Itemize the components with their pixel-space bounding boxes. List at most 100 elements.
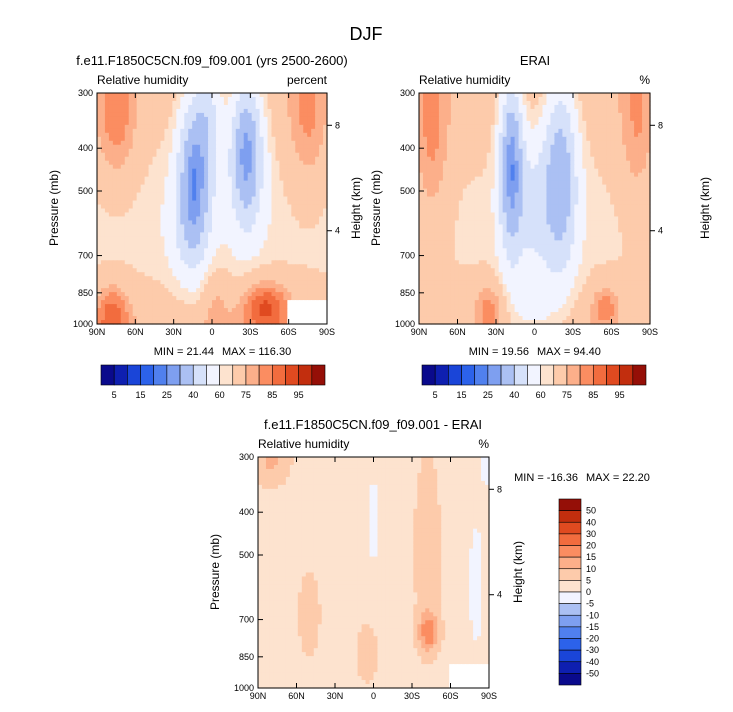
heatmap-cell bbox=[498, 188, 504, 194]
heatmap-cell bbox=[291, 296, 296, 301]
heatmap-cell bbox=[319, 172, 324, 178]
heatmap-cell bbox=[243, 144, 249, 150]
heatmap-cell bbox=[140, 180, 146, 186]
heatmap-cell bbox=[231, 216, 237, 222]
heatmap-cell bbox=[438, 140, 444, 146]
heatmap-cell bbox=[311, 152, 316, 158]
heatmap-cell bbox=[208, 196, 213, 202]
heatmap-cell bbox=[602, 120, 607, 126]
heatmap-cell bbox=[295, 228, 300, 233]
heatmap-cell bbox=[200, 312, 205, 317]
heatmap-cell bbox=[97, 248, 102, 253]
heatmap-cell bbox=[622, 172, 627, 178]
heatmap-cell bbox=[172, 216, 177, 222]
heatmap-cell bbox=[215, 252, 221, 257]
heatmap-cell bbox=[582, 128, 587, 134]
heatmap-cell bbox=[235, 300, 241, 305]
heatmap-cell bbox=[263, 104, 269, 110]
heatmap-cell bbox=[263, 244, 269, 249]
heatmap-cell bbox=[215, 224, 221, 230]
heatmap-cell bbox=[419, 172, 424, 178]
heatmap-cell bbox=[486, 136, 492, 142]
heatmap-cell bbox=[546, 140, 552, 146]
heatmap-cell bbox=[243, 136, 249, 142]
heatmap-cell bbox=[590, 100, 595, 106]
heatmap-cell bbox=[566, 144, 571, 150]
heatmap-cell bbox=[598, 144, 603, 150]
heatmap-cell bbox=[215, 300, 221, 305]
heatmap-cell bbox=[180, 272, 185, 277]
heatmap-cell bbox=[156, 320, 162, 325]
heatmap-cell bbox=[478, 160, 484, 166]
heatmap-cell bbox=[319, 260, 324, 265]
heatmap-cell bbox=[104, 276, 110, 281]
heatmap-cell bbox=[164, 300, 169, 305]
heatmap-cell bbox=[160, 320, 166, 325]
heatmap-cell bbox=[307, 164, 312, 170]
heatmap-cell bbox=[180, 212, 185, 218]
heatmap-cell bbox=[446, 144, 452, 150]
heatmap-cell bbox=[638, 144, 643, 150]
heatmap-cell bbox=[188, 204, 193, 210]
heatmap-cell bbox=[299, 128, 304, 134]
heatmap-cell bbox=[196, 236, 201, 241]
heatmap-cell bbox=[116, 160, 122, 166]
heatmap-cell bbox=[219, 112, 225, 118]
heatmap-cell bbox=[255, 152, 261, 158]
heatmap-cell bbox=[192, 144, 197, 150]
heatmap-cell bbox=[243, 160, 249, 166]
heatmap-cell bbox=[419, 196, 424, 202]
heatmap-cell bbox=[442, 164, 448, 170]
heatmap-cell bbox=[212, 93, 217, 98]
heatmap-cell bbox=[562, 180, 567, 186]
heatmap-cell bbox=[646, 116, 651, 122]
heatmap-cell bbox=[140, 236, 146, 241]
heatmap-cell bbox=[606, 176, 611, 182]
heatmap-cell bbox=[259, 188, 265, 194]
heatmap-cell bbox=[188, 208, 193, 214]
heatmap-cell bbox=[227, 180, 233, 186]
heatmap-cell bbox=[136, 124, 142, 130]
heatmap-cell bbox=[570, 116, 575, 122]
heatmap-cell bbox=[188, 236, 193, 241]
heatmap-cell bbox=[315, 268, 320, 273]
heatmap-cell bbox=[450, 176, 456, 182]
heatmap-cell bbox=[454, 104, 460, 110]
heatmap-cell bbox=[295, 224, 300, 230]
heatmap-cell bbox=[97, 276, 102, 281]
heatmap-cell bbox=[104, 280, 110, 285]
heatmap-cell bbox=[124, 120, 130, 126]
heatmap-cell bbox=[618, 140, 623, 146]
heatmap-cell bbox=[578, 136, 583, 142]
heatmap-cell bbox=[176, 248, 181, 253]
heatmap-cell bbox=[136, 264, 142, 269]
heatmap-cell bbox=[574, 144, 579, 150]
heatmap-cell bbox=[434, 156, 440, 162]
heatmap-cell bbox=[204, 216, 209, 222]
heatmap-cell bbox=[255, 256, 261, 261]
heatmap-cell bbox=[275, 304, 281, 309]
heatmap-cell bbox=[558, 156, 563, 162]
heatmap-cell bbox=[263, 192, 269, 198]
heatmap-cell bbox=[144, 264, 150, 269]
heatmap-cell bbox=[618, 112, 623, 118]
heatmap-cell bbox=[470, 120, 476, 126]
heatmap-cell bbox=[419, 132, 424, 138]
heatmap-cell bbox=[291, 156, 296, 162]
heatmap-cell bbox=[148, 124, 154, 130]
heatmap-cell bbox=[168, 264, 173, 269]
heatmap-cell bbox=[494, 176, 500, 182]
heatmap-cell bbox=[319, 96, 324, 102]
heatmap-cell bbox=[291, 284, 296, 289]
heatmap-cell bbox=[112, 180, 118, 186]
heatmap-cell bbox=[259, 232, 265, 237]
heatmap-cell bbox=[156, 108, 162, 114]
heatmap-cell bbox=[574, 148, 579, 154]
heatmap-cell bbox=[422, 100, 428, 106]
heatmap-cell bbox=[299, 96, 304, 102]
heatmap-cell bbox=[180, 224, 185, 230]
heatmap-cell bbox=[263, 160, 269, 166]
heatmap-cell bbox=[259, 316, 265, 321]
heatmap-cell bbox=[582, 192, 587, 198]
heatmap-cell bbox=[530, 172, 536, 178]
